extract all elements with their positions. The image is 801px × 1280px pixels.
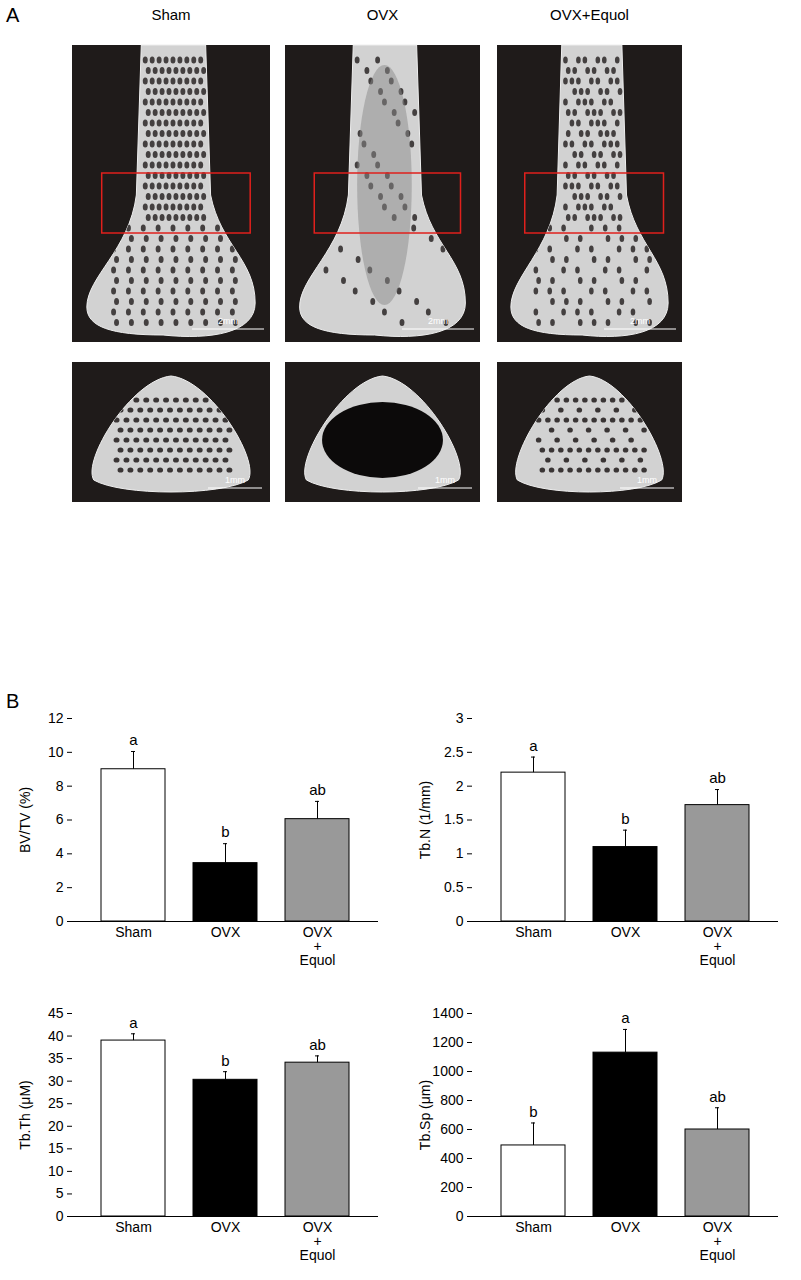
svg-text:OVX: OVX xyxy=(611,1219,641,1235)
svg-text:4: 4 xyxy=(56,845,64,861)
svg-text:30: 30 xyxy=(48,1073,64,1089)
svg-text:1200: 1200 xyxy=(432,1034,463,1050)
svg-text:10: 10 xyxy=(48,744,64,760)
svg-text:1400: 1400 xyxy=(432,1005,463,1021)
svg-text:Sham: Sham xyxy=(115,1219,152,1235)
svg-text:ab: ab xyxy=(309,1036,326,1053)
svg-text:OVX+Equol: OVX+Equol xyxy=(300,1219,336,1263)
svg-text:20: 20 xyxy=(48,1118,64,1134)
svg-text:BV/TV (%): BV/TV (%) xyxy=(17,787,33,853)
svg-text:40: 40 xyxy=(48,1028,64,1044)
svg-text:Tb.Th (μM): Tb.Th (μM) xyxy=(17,1080,33,1150)
svg-text:b: b xyxy=(221,1051,229,1068)
svg-text:A: A xyxy=(6,4,20,26)
svg-text:6: 6 xyxy=(56,811,64,827)
svg-text:Sham: Sham xyxy=(515,1219,552,1235)
svg-text:Tb.N (1/mm): Tb.N (1/mm) xyxy=(417,781,433,860)
svg-text:OVX: OVX xyxy=(367,6,399,23)
svg-text:a: a xyxy=(129,731,138,748)
svg-text:1mm: 1mm xyxy=(225,475,245,485)
svg-text:a: a xyxy=(529,737,538,754)
svg-text:8: 8 xyxy=(56,778,64,794)
svg-text:Sham: Sham xyxy=(151,6,190,23)
svg-text:1mm: 1mm xyxy=(435,475,455,485)
svg-text:0: 0 xyxy=(56,913,64,929)
svg-text:15: 15 xyxy=(48,1140,64,1156)
svg-text:12: 12 xyxy=(48,710,64,726)
svg-text:800: 800 xyxy=(440,1092,464,1108)
svg-text:OVX+Equol: OVX+Equol xyxy=(550,6,629,23)
svg-text:b: b xyxy=(529,1103,537,1120)
svg-text:ab: ab xyxy=(709,1088,726,1105)
svg-text:2.5: 2.5 xyxy=(444,744,464,760)
svg-text:25: 25 xyxy=(48,1095,64,1111)
svg-text:1mm: 1mm xyxy=(637,475,657,485)
svg-text:a: a xyxy=(621,1009,630,1026)
svg-text:OVX+Equol: OVX+Equol xyxy=(300,924,336,968)
svg-text:2: 2 xyxy=(456,778,464,794)
html-text:B: B xyxy=(6,690,20,712)
svg-text:0: 0 xyxy=(456,1208,464,1224)
svg-text:35: 35 xyxy=(48,1050,64,1066)
svg-text:200: 200 xyxy=(440,1179,464,1195)
svg-text:a: a xyxy=(129,1014,138,1031)
svg-text:b: b xyxy=(221,823,229,840)
svg-text:ab: ab xyxy=(309,781,326,798)
svg-text:1000: 1000 xyxy=(432,1063,463,1079)
svg-text:0: 0 xyxy=(56,1208,64,1224)
svg-text:2: 2 xyxy=(56,879,64,895)
svg-text:3: 3 xyxy=(456,710,464,726)
svg-text:2mm: 2mm xyxy=(428,316,448,326)
svg-text:0: 0 xyxy=(456,913,464,929)
svg-text:OVX: OVX xyxy=(211,924,241,940)
svg-text:2mm: 2mm xyxy=(630,316,650,326)
svg-text:45: 45 xyxy=(48,1005,64,1021)
svg-text:10: 10 xyxy=(48,1163,64,1179)
svg-text:0.5: 0.5 xyxy=(444,879,464,895)
svg-text:Sham: Sham xyxy=(115,924,152,940)
svg-text:2mm: 2mm xyxy=(218,316,238,326)
svg-text:ab: ab xyxy=(709,769,726,786)
svg-text:OVX: OVX xyxy=(211,1219,241,1235)
svg-text:OVX+Equol: OVX+Equol xyxy=(700,1219,736,1263)
svg-text:OVX: OVX xyxy=(611,924,641,940)
svg-text:1.5: 1.5 xyxy=(444,811,464,827)
svg-text:Tb.Sp (μm): Tb.Sp (μm) xyxy=(417,1080,433,1150)
svg-text:5: 5 xyxy=(56,1185,64,1201)
svg-text:b: b xyxy=(621,810,629,827)
svg-text:600: 600 xyxy=(440,1121,464,1137)
svg-text:OVX+Equol: OVX+Equol xyxy=(700,924,736,968)
svg-text:Sham: Sham xyxy=(515,924,552,940)
svg-text:400: 400 xyxy=(440,1150,464,1166)
svg-text:1: 1 xyxy=(456,845,464,861)
